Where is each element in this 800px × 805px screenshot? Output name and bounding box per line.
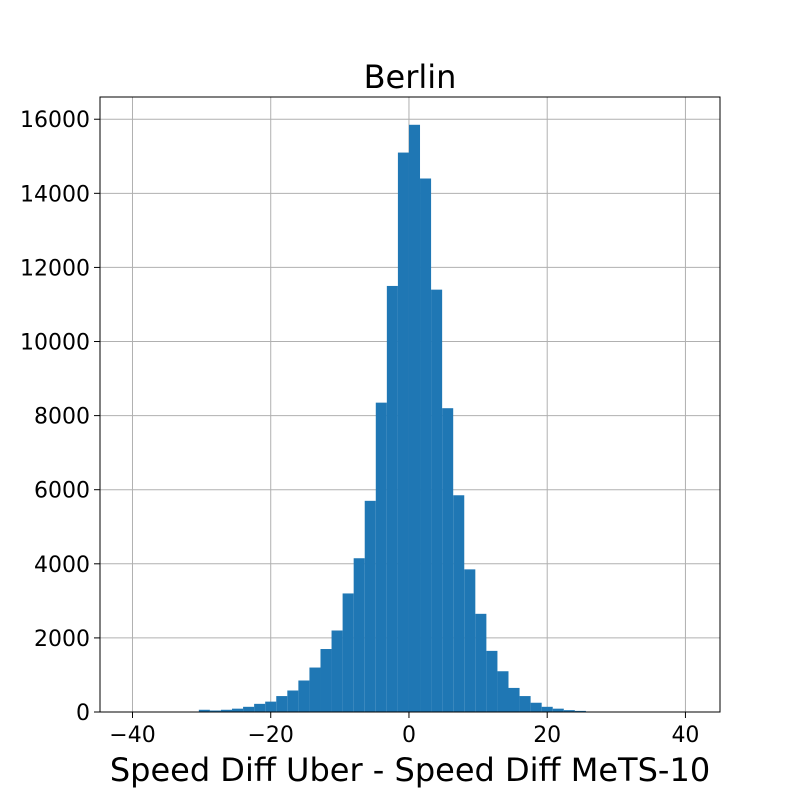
plot-frame	[99, 96, 721, 713]
y-tick-label: 0	[76, 701, 90, 726]
x-tick-label: −40	[109, 723, 155, 748]
y-tick-label: 8000	[34, 405, 90, 430]
histogram-bar	[276, 696, 288, 712]
histogram-bar	[397, 152, 409, 713]
chart-title: Berlin	[364, 58, 457, 96]
histogram-bar	[353, 558, 365, 712]
y-axis-ticks: 0 2000 4000 6000 8000 10000 12000 14000 16000	[20, 108, 100, 726]
histogram-bar	[331, 630, 343, 712]
x-tick-label: −20	[248, 723, 294, 748]
histogram-bar	[530, 702, 542, 712]
y-tick-label: 16000	[20, 108, 90, 133]
histogram-bar	[453, 495, 465, 712]
histogram-bar	[541, 706, 553, 712]
histogram-bar	[519, 696, 531, 712]
histogram-bar	[497, 671, 509, 712]
y-tick-label: 14000	[20, 182, 90, 207]
histogram-bars	[198, 124, 586, 713]
histogram-bar	[375, 402, 387, 712]
histogram-bar	[464, 569, 476, 712]
histogram-bar	[475, 613, 487, 712]
histogram-bar	[431, 289, 443, 712]
histogram-bar	[342, 593, 354, 712]
histogram-bar	[287, 690, 299, 712]
histogram-bar	[420, 178, 432, 712]
histogram-bar	[442, 408, 454, 712]
histogram-bar	[209, 710, 221, 712]
histogram-bar	[309, 667, 321, 712]
y-tick-label: 2000	[34, 627, 90, 652]
histogram-bar	[320, 649, 332, 712]
histogram-bar	[243, 706, 255, 712]
y-tick-label: 12000	[20, 256, 90, 281]
y-tick-label: 4000	[34, 553, 90, 578]
histogram-bar	[364, 500, 376, 712]
histogram-bar	[563, 710, 575, 712]
histogram-bar	[198, 709, 210, 712]
y-tick-label: 10000	[20, 331, 90, 356]
x-tick-label: 0	[402, 723, 416, 748]
x-axis-label: Speed Diff Uber - Speed Diff MeTS-10	[110, 751, 710, 789]
histogram-bar	[552, 708, 564, 712]
histogram-bar	[408, 124, 421, 713]
x-tick-label: 20	[533, 723, 561, 748]
histogram-bar	[574, 710, 586, 712]
histogram-bar	[232, 708, 244, 712]
histogram-bar	[508, 687, 520, 712]
x-tick-label: 40	[671, 723, 699, 748]
x-axis-ticks: −40 −20 0 20 40	[109, 712, 699, 748]
histogram-bar	[486, 650, 498, 712]
y-tick-label: 6000	[34, 479, 90, 504]
histogram-bar	[265, 701, 277, 712]
histogram-bar	[386, 285, 398, 712]
histogram-bar	[298, 680, 310, 712]
histogram-bar	[254, 703, 266, 712]
histogram-bar	[220, 709, 233, 712]
